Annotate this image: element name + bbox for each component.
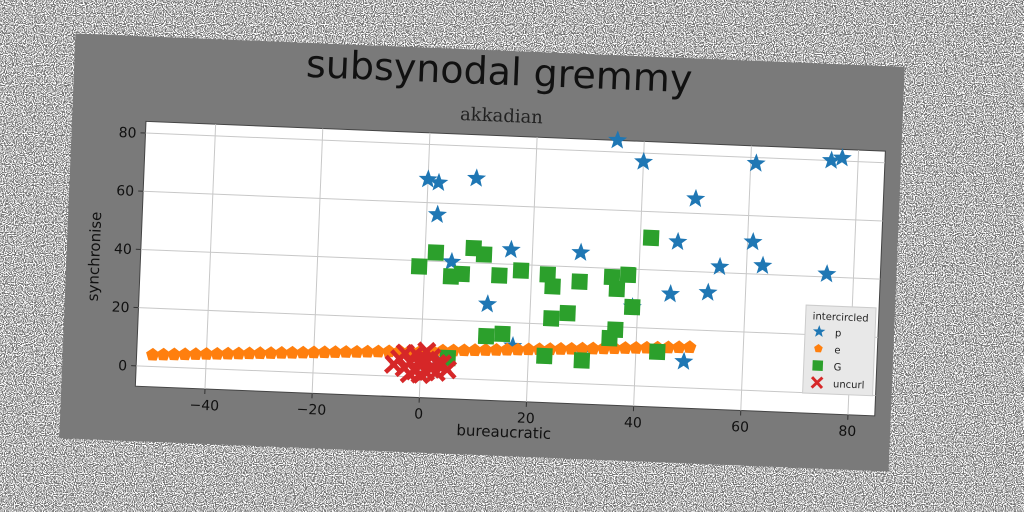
x-tick-label: −20 [296, 402, 326, 419]
y-tick-label: 20 [111, 300, 129, 317]
data-point [544, 278, 561, 295]
x-axis-label: bureaucratic [456, 421, 551, 443]
chart-subtitle: akkadian [460, 104, 544, 128]
y-axis-label: synchronise [84, 211, 106, 301]
y-tick-label: 80 [118, 125, 136, 142]
data-point [543, 310, 560, 327]
data-point [478, 328, 495, 345]
legend-label: G [833, 362, 841, 373]
plot-area [135, 121, 885, 415]
data-point [491, 267, 508, 284]
legend-title: intercircled [812, 311, 868, 324]
data-point [620, 267, 637, 284]
data-point [513, 262, 530, 279]
x-tick-label: 60 [731, 419, 749, 436]
data-point [536, 348, 553, 365]
legend-label: e [834, 345, 841, 356]
legend-label: p [835, 328, 842, 339]
data-point [643, 230, 660, 247]
data-point [601, 330, 618, 347]
data-point [571, 273, 588, 290]
x-tick-label: 40 [624, 415, 642, 432]
data-point [559, 305, 576, 322]
data-point [476, 246, 493, 263]
legend-marker [812, 360, 823, 371]
data-point [649, 343, 666, 360]
data-point [428, 244, 445, 261]
data-point [624, 299, 641, 316]
x-tick-label: 0 [414, 406, 424, 422]
data-point [454, 266, 471, 283]
x-tick-label: 80 [838, 423, 856, 440]
data-point [494, 326, 511, 343]
data-point [609, 281, 626, 298]
data-point [573, 352, 590, 369]
data-point [411, 258, 428, 275]
x-tick-label: −40 [189, 397, 219, 414]
y-tick-label: 60 [116, 183, 134, 200]
y-tick-label: 0 [118, 358, 128, 374]
legend-label: uncurl [833, 379, 865, 391]
y-tick-label: 40 [114, 241, 132, 258]
